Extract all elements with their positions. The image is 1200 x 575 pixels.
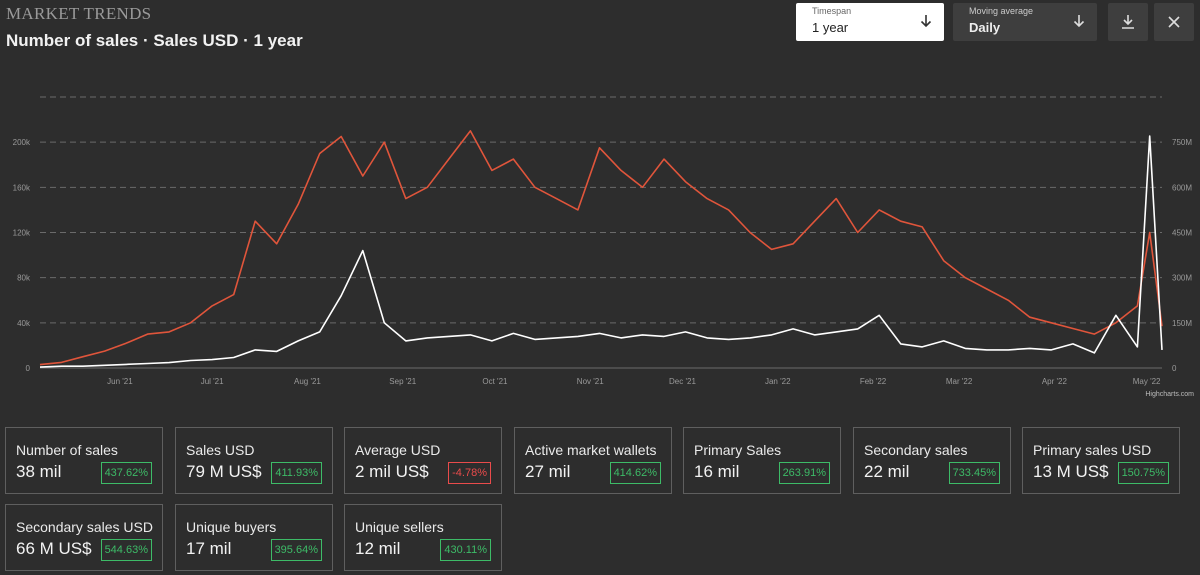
stat-value: 38 mil [16, 462, 62, 481]
timespan-value: 1 year [812, 20, 849, 35]
stat-value: 2 mil US$ [355, 462, 429, 481]
stat-value: 12 mil [355, 539, 401, 558]
close-button[interactable] [1154, 3, 1194, 41]
stat-value: 13 M US$ [1033, 462, 1109, 481]
x-tick-label: Aug '21 [294, 377, 321, 386]
stat-value: 79 M US$ [186, 462, 262, 481]
moving-average-label: Moving average [969, 6, 1034, 16]
y-left-tick-label: 160k [13, 183, 31, 192]
stat-card: Primary Sales 16 mil 263.91% [683, 427, 841, 494]
change-badge: -4.78% [448, 462, 491, 484]
y-left-tick-label: 40k [17, 319, 31, 328]
arrow-down-icon [920, 15, 932, 28]
x-tick-label: Jul '21 [201, 377, 224, 386]
y-right-tick-label: 0 [1172, 364, 1177, 373]
stat-label: Unique buyers [186, 519, 277, 535]
stat-label: Primary sales USD [1033, 442, 1152, 458]
x-tick-label: Feb '22 [860, 377, 887, 386]
stat-value: 66 M US$ [16, 539, 92, 558]
change-badge: 733.45% [948, 462, 1000, 484]
x-tick-label: Jan '22 [765, 377, 791, 386]
x-tick-label: Dec '21 [669, 377, 696, 386]
sales-chart: 0 40k 80k 120k 160k 200k 0 150M 300M 450M 600M 750M… [13, 96, 1194, 398]
stat-label: Secondary sales [864, 442, 968, 458]
change-badge: 411.93% [271, 462, 322, 484]
page-title: Number of sales · Sales USD · 1 year [6, 31, 303, 50]
stat-card: Unique buyers 17 mil 395.64% [175, 504, 333, 571]
stat-label: Active market wallets [525, 442, 657, 458]
stat-card: Unique sellers 12 mil 430.11% [344, 504, 502, 571]
change-badge: 430.11% [440, 539, 491, 561]
x-tick-label: Nov '21 [577, 377, 604, 386]
stat-card: Number of sales 38 mil 437.62% [5, 427, 163, 494]
y-left-tick-label: 200k [13, 138, 31, 147]
stat-label: Sales USD [186, 442, 255, 458]
stat-label: Number of sales [16, 442, 118, 458]
x-tick-label: Mar '22 [946, 377, 973, 386]
arrow-down-icon [1073, 15, 1085, 28]
moving-average-value: Daily [969, 20, 1001, 35]
y-left-tick-label: 120k [13, 229, 31, 238]
x-tick-label: Jun '21 [107, 377, 133, 386]
change-badge: 544.63% [100, 539, 152, 561]
stat-value: 22 mil [864, 462, 910, 481]
download-icon [1122, 15, 1134, 29]
timespan-label: Timespan [812, 6, 852, 16]
stat-label: Average USD [355, 442, 441, 458]
y-right-tick-label: 450M [1172, 229, 1192, 238]
y-left-tick-label: 0 [26, 364, 31, 373]
stat-label: Unique sellers [355, 519, 444, 535]
change-badge: 263.91% [778, 462, 830, 484]
x-tick-label: Apr '22 [1042, 377, 1068, 386]
stat-card: Sales USD 79 M US$ 411.93% [175, 427, 333, 494]
y-right-tick-label: 300M [1172, 274, 1192, 283]
y-right-tick-label: 150M [1172, 319, 1192, 328]
stat-card: Secondary sales 22 mil 733.45% [853, 427, 1011, 494]
x-tick-label: Sep '21 [389, 377, 416, 386]
x-tick-label: May '22 [1133, 377, 1161, 386]
stat-label: Secondary sales USD [16, 519, 153, 535]
chart-credit: Highcharts.com [1145, 391, 1194, 398]
moving-average-select[interactable]: Moving average Daily [953, 3, 1097, 41]
timespan-select[interactable]: Timespan 1 year [796, 3, 944, 41]
change-badge: 150.75% [1117, 462, 1169, 484]
stat-value: 27 mil [525, 462, 571, 481]
stat-value: 17 mil [186, 539, 232, 558]
change-badge: 437.62% [100, 462, 152, 484]
y-left-tick-label: 80k [17, 274, 31, 283]
brand-title: MARKET TRENDS [6, 4, 152, 23]
stat-card: Active market wallets 27 mil 414.62% [514, 427, 672, 494]
stat-value: 16 mil [694, 462, 740, 481]
stat-card: Secondary sales USD 66 M US$ 544.63% [5, 504, 163, 571]
change-badge: 395.64% [270, 539, 322, 561]
change-badge: 414.62% [609, 462, 661, 484]
x-tick-label: Oct '21 [482, 377, 508, 386]
sales-usd-line [39, 135, 1163, 368]
close-icon [1168, 16, 1180, 28]
stat-card: Primary sales USD 13 M US$ 150.75% [1022, 427, 1180, 494]
number-of-sales-line [39, 130, 1163, 366]
y-right-tick-label: 750M [1172, 138, 1192, 147]
download-button[interactable] [1108, 3, 1148, 41]
stat-card: Average USD 2 mil US$ -4.78% [344, 427, 502, 494]
stat-label: Primary Sales [694, 442, 782, 458]
y-right-tick-label: 600M [1172, 183, 1192, 192]
